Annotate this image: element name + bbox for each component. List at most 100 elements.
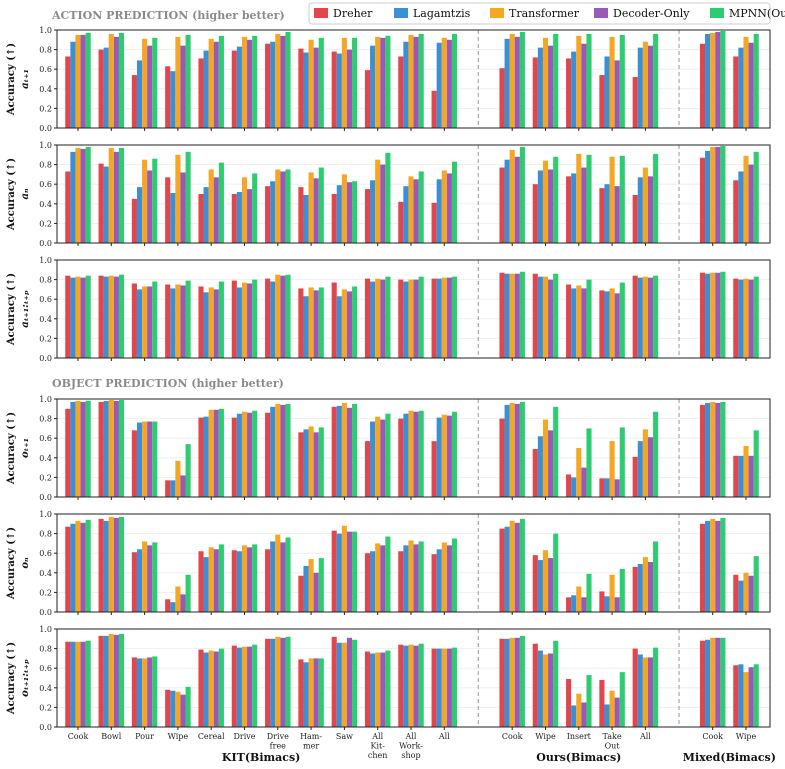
- bar-decoder-only: [213, 409, 219, 497]
- bar-decoder-only: [548, 558, 554, 612]
- bar-dreher: [298, 659, 304, 727]
- bar-lagamtzis: [537, 47, 543, 128]
- bar-decoder-only: [147, 657, 153, 727]
- bar-dreher: [298, 48, 304, 129]
- bar-transformer: [142, 38, 148, 128]
- bar-transformer: [441, 648, 447, 727]
- bar-decoder-only: [313, 572, 319, 612]
- bar-decoder-only: [247, 189, 253, 243]
- bar-dreher: [566, 284, 572, 358]
- bar-lagamtzis: [537, 276, 543, 358]
- bar-lagamtzis: [436, 648, 442, 727]
- bar-decoder-only: [213, 651, 219, 727]
- bar-lagamtzis: [336, 296, 342, 358]
- bar-mpnn-ours-: [185, 280, 191, 358]
- bar-lagamtzis: [103, 520, 109, 612]
- bar-lagamtzis: [403, 645, 409, 727]
- group-label: Ours(Bimacs): [536, 751, 621, 764]
- bar-decoder-only: [581, 467, 587, 497]
- bar-dreher: [566, 176, 572, 243]
- bar-lagamtzis: [436, 278, 442, 358]
- bar-transformer: [375, 543, 381, 612]
- bar-decoder-only: [715, 520, 721, 612]
- bar-lagamtzis: [537, 650, 543, 727]
- y-tick-label: 0.4: [39, 200, 52, 209]
- y-tick-label: 0.6: [39, 65, 52, 74]
- bar-mpnn-ours-: [118, 633, 125, 727]
- bar-transformer: [241, 646, 248, 727]
- bar-transformer: [241, 36, 248, 128]
- bar-transformer: [75, 147, 81, 243]
- bar-transformer: [308, 39, 314, 128]
- bar-lagamtzis: [637, 654, 643, 727]
- bar-decoder-only: [280, 35, 286, 128]
- bar-lagamtzis: [70, 401, 76, 497]
- bar-dreher: [499, 68, 505, 128]
- bar-mpnn-ours-: [753, 430, 759, 497]
- x-tick-label: Cereal: [198, 732, 225, 741]
- bar-lagamtzis: [637, 47, 643, 128]
- legend-frame: [308, 2, 771, 25]
- bar-lagamtzis: [604, 291, 610, 358]
- bar-dreher: [265, 549, 271, 612]
- bar-lagamtzis: [571, 51, 577, 129]
- bar-mpnn-ours-: [218, 544, 224, 612]
- bar-transformer: [75, 276, 81, 358]
- bar-decoder-only: [614, 186, 620, 243]
- bar-transformer: [710, 401, 716, 497]
- bar-decoder-only: [113, 151, 119, 243]
- bar-dreher: [165, 689, 171, 727]
- bar-lagamtzis: [537, 170, 543, 243]
- bar-decoder-only: [514, 403, 520, 497]
- bar-transformer: [542, 550, 549, 612]
- bar-transformer: [142, 421, 148, 497]
- panel-1: 0.0 0.2 0.4 0.6 0.8 1.0 Accuracy (↑) aₜ₊₁: [6, 26, 771, 133]
- bar-decoder-only: [548, 653, 554, 727]
- bar-decoder-only: [313, 290, 319, 358]
- bar-dreher: [198, 58, 204, 128]
- bar-dreher: [431, 202, 437, 243]
- bar-dreher: [231, 194, 237, 243]
- bar-dreher: [298, 432, 304, 497]
- bar-transformer: [275, 534, 281, 612]
- bar-lagamtzis: [403, 545, 409, 612]
- bar-dreher: [599, 188, 605, 243]
- bar-decoder-only: [180, 694, 186, 727]
- bar-mpnn-ours-: [352, 37, 358, 129]
- bar-lagamtzis: [336, 53, 342, 128]
- bar-lagamtzis: [270, 281, 276, 358]
- bar-mpnn-ours-: [152, 37, 158, 129]
- y-tick-label: 0.4: [39, 569, 52, 578]
- bar-mpnn-ours-: [720, 517, 726, 612]
- y-axis-sublabel: aₜ₊₁: [20, 69, 31, 89]
- bar-lagamtzis: [738, 455, 744, 497]
- bar-lagamtzis: [637, 563, 643, 612]
- bar-lagamtzis: [203, 416, 209, 497]
- bar-mpnn-ours-: [218, 162, 224, 243]
- bar-dreher: [431, 278, 437, 358]
- bar-dreher: [398, 551, 404, 612]
- bar-lagamtzis: [370, 551, 376, 612]
- bar-decoder-only: [715, 146, 721, 243]
- y-tick-label: 1.0: [39, 395, 52, 404]
- bar-transformer: [743, 446, 749, 497]
- bar-transformer: [75, 520, 81, 612]
- bar-mpnn-ours-: [152, 158, 158, 243]
- bar-mpnn-ours-: [519, 31, 525, 128]
- bar-dreher: [733, 180, 739, 243]
- bar-decoder-only: [715, 272, 721, 358]
- bar-decoder-only: [313, 47, 319, 128]
- bar-lagamtzis: [370, 281, 376, 358]
- bar-lagamtzis: [303, 296, 309, 358]
- bar-dreher: [431, 554, 437, 612]
- bar-mpnn-ours-: [553, 273, 559, 358]
- bar-decoder-only: [80, 277, 86, 358]
- bar-mpnn-ours-: [385, 413, 391, 497]
- x-tick-label: Drive free: [267, 732, 289, 751]
- bar-transformer: [408, 644, 414, 727]
- bar-mpnn-ours-: [753, 33, 759, 128]
- bar-decoder-only: [581, 167, 587, 243]
- bar-lagamtzis: [270, 541, 276, 612]
- bar-transformer: [642, 429, 648, 497]
- bar-transformer: [609, 441, 615, 497]
